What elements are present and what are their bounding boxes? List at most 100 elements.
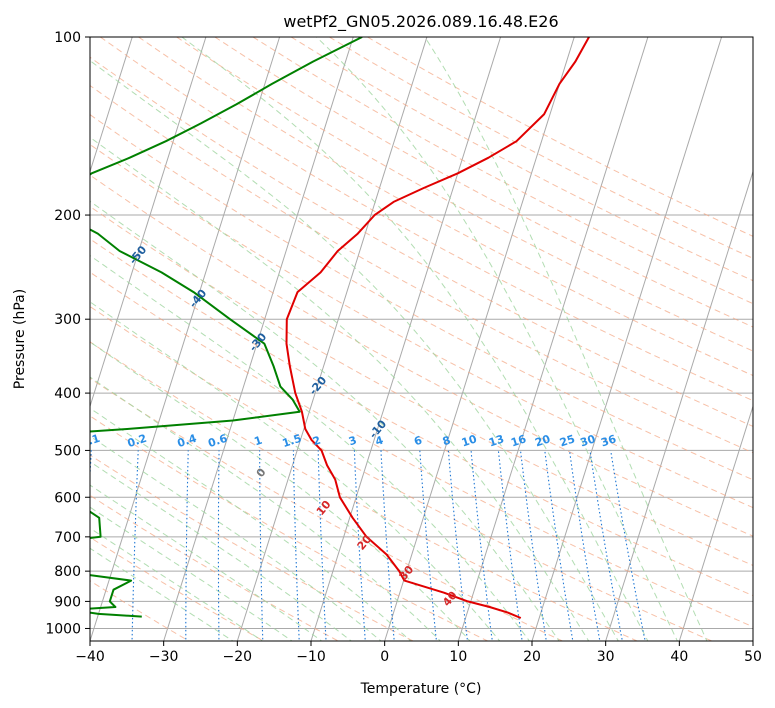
dry-adiabat bbox=[90, 305, 713, 641]
y-tick-label: 400 bbox=[54, 386, 81, 402]
isotherm-line bbox=[90, 37, 133, 174]
dry-adiabat bbox=[90, 415, 489, 641]
dry-adiabat bbox=[90, 84, 753, 454]
dry-adiabat bbox=[214, 37, 753, 328]
y-axis-label: Pressure (hPa) bbox=[12, 289, 28, 389]
x-tick-label: 50 bbox=[744, 649, 762, 665]
moist-adiabat-lines bbox=[90, 37, 708, 641]
mixing-ratio-label: 20 bbox=[533, 432, 552, 449]
mixing-ratio-label: 1 bbox=[253, 434, 264, 449]
mixing-ratio-line bbox=[292, 450, 300, 641]
dry-adiabat bbox=[90, 580, 190, 641]
dry-adiabat bbox=[90, 341, 639, 641]
y-tick-label: 700 bbox=[54, 530, 81, 546]
isobar-gridlines bbox=[90, 37, 753, 629]
y-tick-label: 1000 bbox=[45, 621, 81, 637]
mixing-ratio-label: 16 bbox=[509, 432, 528, 449]
mixing-ratio-label: 13 bbox=[487, 432, 506, 449]
mixing-ratio-label: 8 bbox=[441, 434, 452, 449]
mixing-ratio-line bbox=[353, 450, 366, 641]
dry-adiabat bbox=[90, 114, 753, 481]
moist-adiabat bbox=[90, 376, 442, 641]
mixing-ratio-line bbox=[589, 450, 623, 641]
dry-adiabat bbox=[90, 271, 753, 628]
mixing-ratio-line bbox=[317, 450, 327, 641]
y-tick-label: 300 bbox=[54, 312, 81, 328]
temperature-line bbox=[285, 37, 590, 619]
mixing-ratio-line bbox=[131, 450, 139, 641]
y-tick-label: 900 bbox=[54, 594, 81, 610]
axes: −40 −30 −20 −10 0 10 20 30 40 5010020030040050060… bbox=[45, 30, 762, 665]
mixing-ratio-lines bbox=[90, 450, 646, 641]
sounding-profiles bbox=[90, 37, 590, 619]
mixing-ratio-label: 25 bbox=[558, 432, 577, 449]
moist-adiabat bbox=[90, 200, 560, 641]
x-tick-label: 40 bbox=[670, 649, 688, 665]
moist-adiabat bbox=[90, 60, 619, 641]
isotherm-line bbox=[90, 37, 281, 641]
y-tick-label: 100 bbox=[54, 30, 81, 46]
dry-adiabat bbox=[90, 143, 753, 509]
isotherm-line bbox=[605, 169, 753, 641]
mixing-ratio-label: 30 bbox=[579, 432, 598, 449]
mixing-ratio-label: 1.5 bbox=[281, 432, 304, 450]
x-tick-label: 30 bbox=[597, 649, 615, 665]
plot-area: 0.10.20.40.611.52346810131620253036-100-… bbox=[79, 37, 753, 641]
isotherm-line bbox=[384, 37, 575, 641]
mixing-ratio-label: 0.4 bbox=[176, 432, 199, 450]
mixing-ratio-label: 0.1 bbox=[79, 432, 102, 450]
mixing-ratio-label: 0.2 bbox=[126, 432, 149, 450]
mixing-ratio-label: 3 bbox=[347, 434, 358, 449]
x-tick-label: −40 bbox=[75, 649, 105, 665]
mixing-ratio-label: 10 bbox=[460, 432, 479, 449]
dry-adiabat-lines bbox=[90, 37, 753, 641]
mixing-ratio-line bbox=[380, 450, 395, 641]
mixing-ratio-label: 0.6 bbox=[206, 432, 229, 450]
x-tick-label: −10 bbox=[296, 649, 326, 665]
dry-adiabat bbox=[176, 37, 753, 352]
dry-adiabat bbox=[100, 37, 753, 402]
mixing-ratio-label: 36 bbox=[599, 432, 618, 449]
x-axis-label: Temperature (°C) bbox=[360, 681, 482, 697]
mixing-ratio-label: 6 bbox=[412, 433, 424, 448]
dry-adiabat bbox=[90, 454, 415, 641]
moist-adiabat bbox=[90, 407, 412, 641]
x-tick-label: −20 bbox=[223, 649, 253, 665]
dry-adiabat bbox=[90, 56, 753, 427]
y-tick-label: 600 bbox=[54, 490, 81, 506]
moist-adiabat bbox=[424, 37, 708, 641]
mixing-ratio-line bbox=[259, 450, 264, 641]
isotherm-line bbox=[163, 37, 354, 641]
mixing-ratio-line bbox=[610, 450, 646, 641]
chart-title: wetPf2_GN05.2026.089.16.48.E26 bbox=[283, 12, 558, 32]
isotherm-line bbox=[678, 404, 753, 641]
mixing-ratio-line bbox=[185, 450, 189, 641]
x-tick-label: 0 bbox=[380, 649, 389, 665]
plot-frame bbox=[89, 36, 754, 642]
mixing-ratio-line bbox=[217, 450, 220, 641]
isotherm-line bbox=[531, 37, 723, 641]
moist-adiabat bbox=[90, 341, 471, 641]
isotherm-line bbox=[90, 37, 207, 408]
isotherm-line bbox=[236, 37, 428, 641]
x-tick-label: 20 bbox=[523, 649, 541, 665]
isotherm-lines bbox=[90, 37, 753, 641]
dry-adiabat bbox=[138, 37, 753, 377]
moist-adiabat bbox=[90, 461, 353, 641]
x-tick-label: −30 bbox=[149, 649, 179, 665]
moist-adiabat bbox=[90, 484, 323, 641]
mixing-ratio-line bbox=[568, 450, 601, 641]
moist-adiabat bbox=[90, 254, 531, 641]
dry-adiabat bbox=[90, 377, 564, 641]
mixing-ratio-label: 4 bbox=[374, 433, 386, 448]
x-tick-label: 10 bbox=[449, 649, 467, 665]
dry-adiabat bbox=[90, 174, 753, 537]
y-tick-label: 800 bbox=[54, 564, 81, 580]
isotherm-line bbox=[310, 37, 502, 641]
moist-adiabat bbox=[90, 506, 293, 641]
mixing-ratio-label: 2 bbox=[311, 434, 322, 449]
moist-adiabat bbox=[181, 37, 649, 641]
y-tick-label: 500 bbox=[54, 443, 81, 459]
y-tick-label: 200 bbox=[54, 208, 81, 224]
